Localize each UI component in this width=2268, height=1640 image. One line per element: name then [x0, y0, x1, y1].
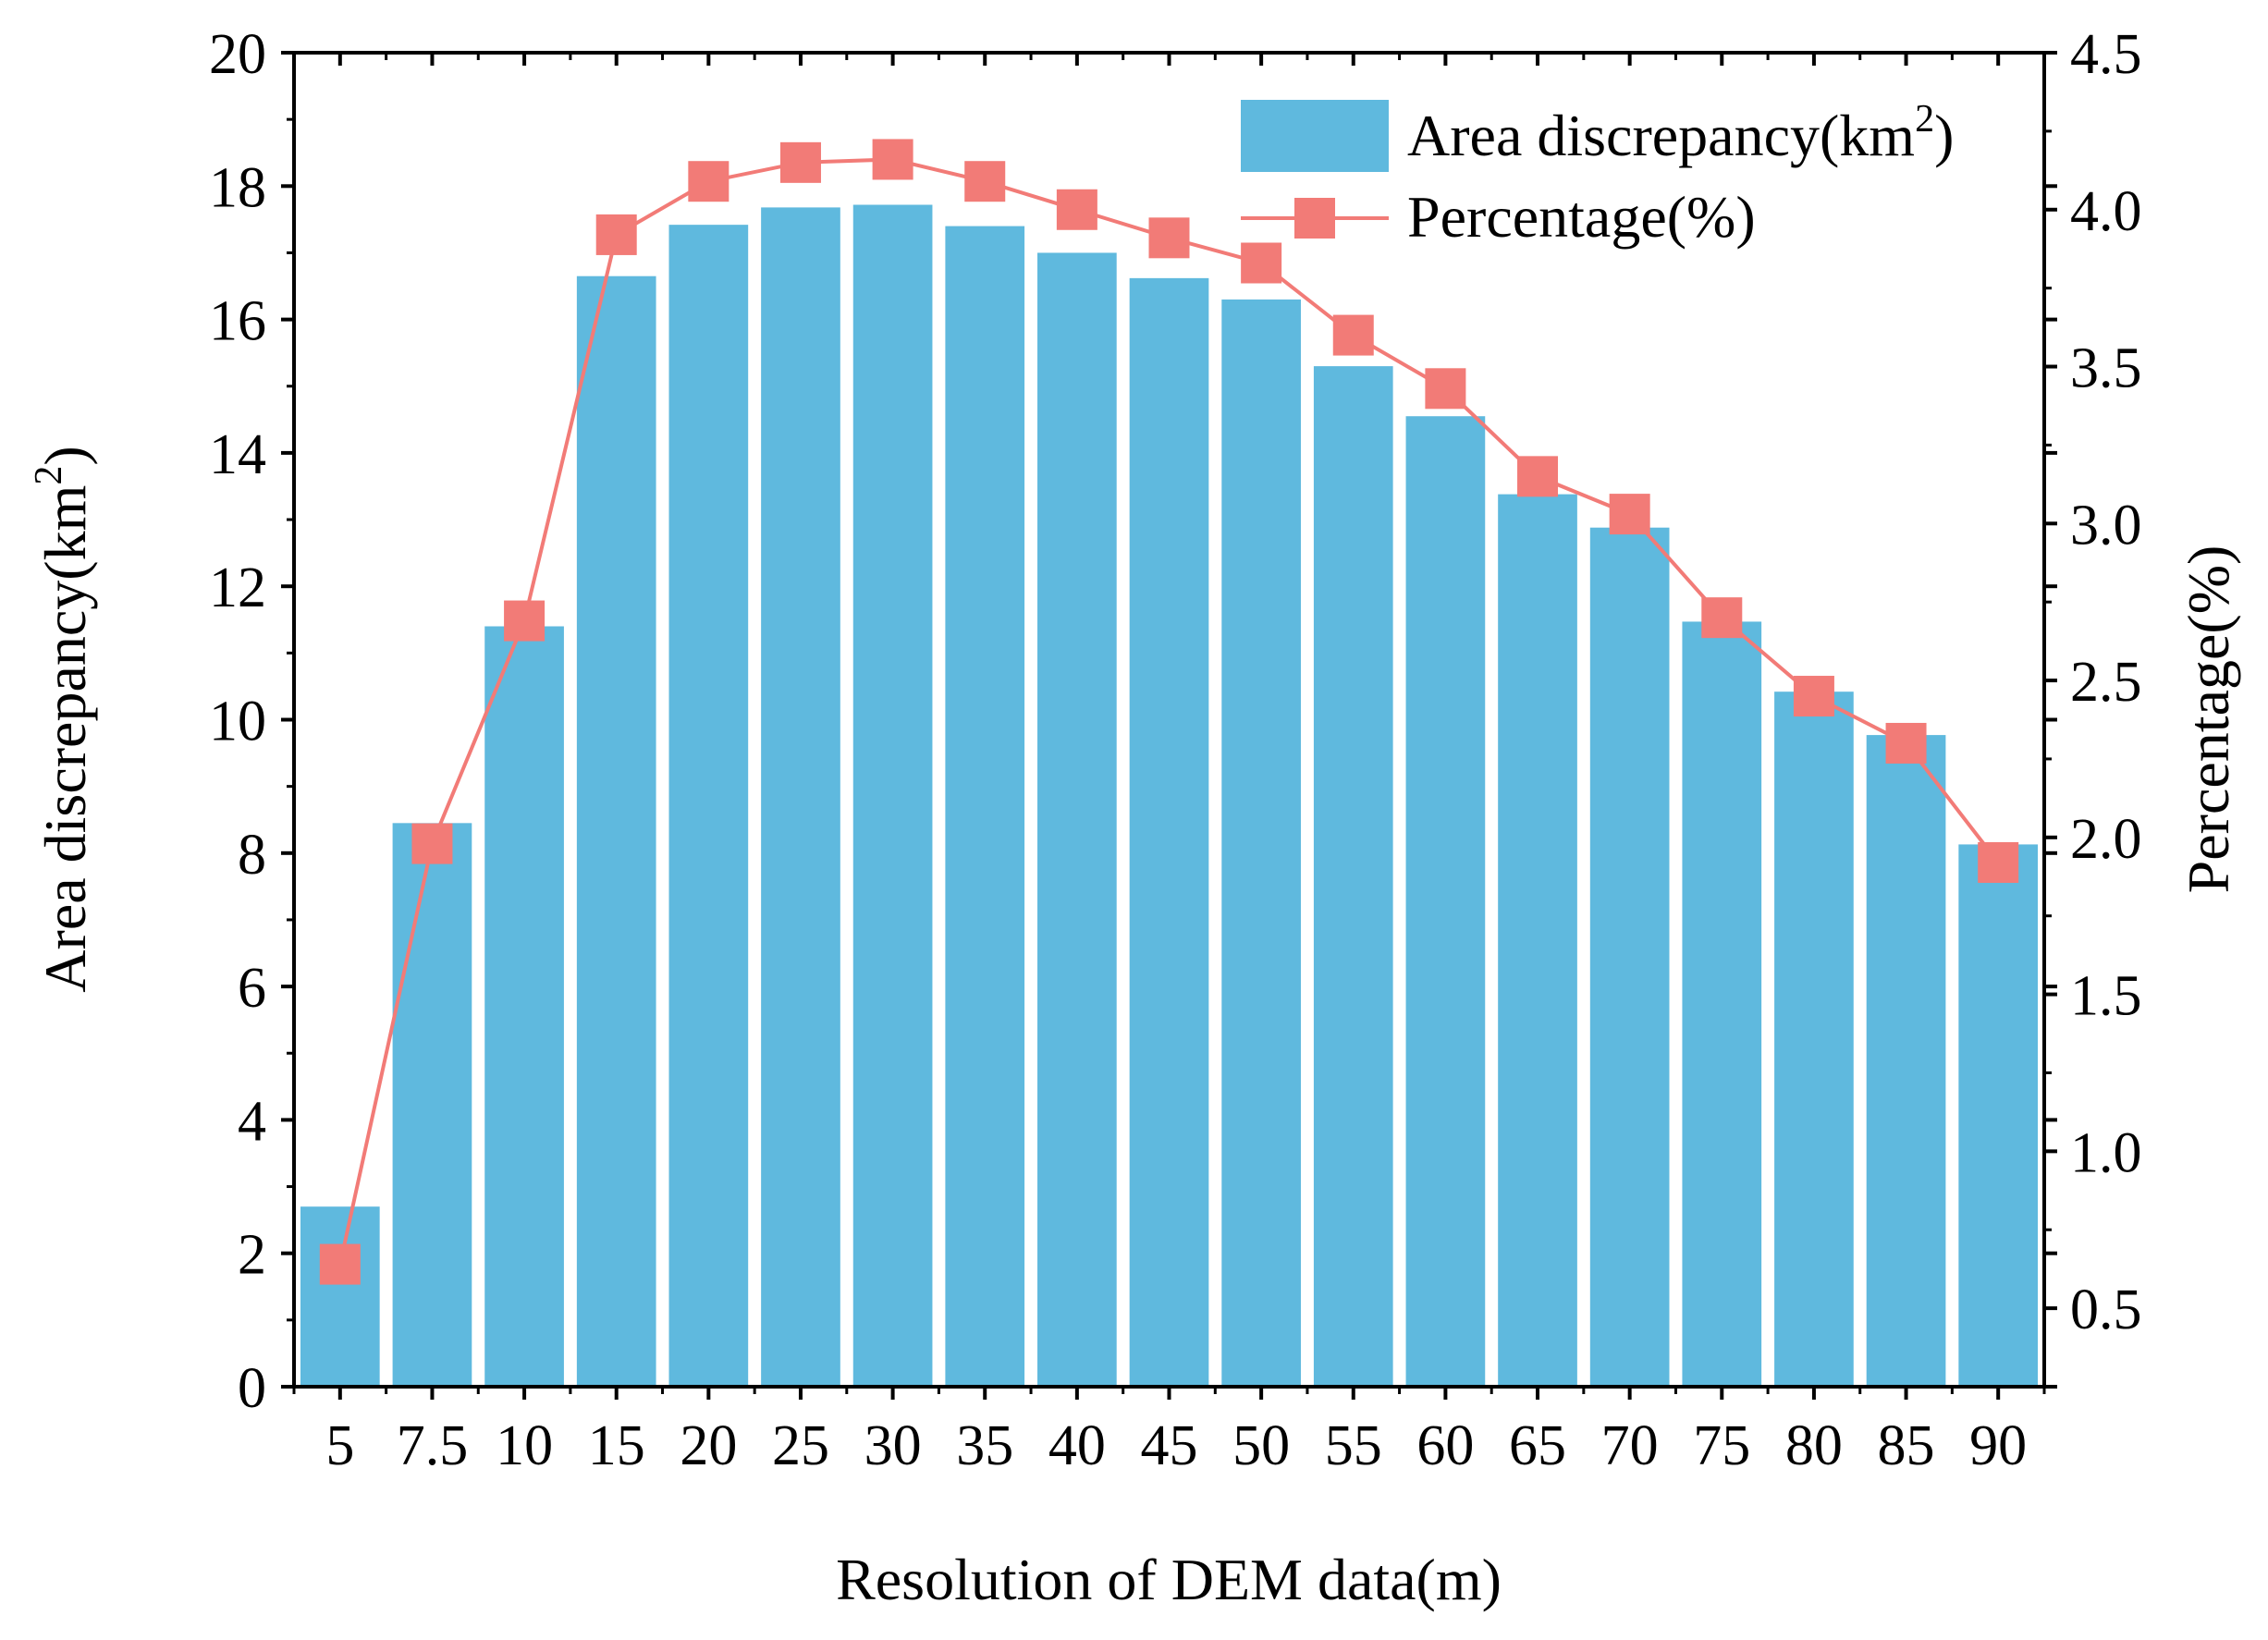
- x-tick-label: 75: [1693, 1414, 1750, 1477]
- left-tick-label: 16: [209, 290, 266, 353]
- percentage-marker-50: [1241, 242, 1282, 284]
- x-tick-label: 35: [956, 1414, 1013, 1477]
- left-axis-title-suffix: ): [32, 446, 98, 465]
- x-axis-ticks: 5 7.5 10 15 20 25 30 35 40 45 50 55 60 65 70 75 80 85 90: [292, 53, 2046, 1477]
- x-tick-label: 7.5: [397, 1414, 469, 1477]
- percentage-marker-15: [595, 214, 637, 255]
- percentage-marker-60: [1425, 368, 1466, 410]
- legend-swatch-area-discrepancy: [1241, 100, 1389, 172]
- bar-80: [1774, 691, 1854, 1387]
- bar-series: [300, 204, 2039, 1388]
- percentage-marker-30: [872, 139, 913, 180]
- bar-55: [1313, 366, 1393, 1388]
- percentage-marker-45: [1148, 217, 1190, 259]
- left-tick-label: 0: [238, 1357, 266, 1420]
- left-tick-label: 18: [209, 156, 266, 219]
- percentage-marker-40: [1056, 189, 1097, 230]
- legend-label-percentage: Percentage(%): [1407, 184, 1756, 250]
- x-tick-label: 60: [1416, 1414, 1474, 1477]
- left-axis-ticks: 0 2 4 6 8 10 12 14 16 18 20: [209, 23, 2057, 1420]
- x-tick-label: 45: [1141, 1414, 1198, 1477]
- line-series: [319, 139, 2019, 1285]
- bar-7.5: [392, 823, 472, 1387]
- bar-50: [1221, 299, 1301, 1388]
- left-tick-label: 12: [209, 557, 266, 619]
- bar-70: [1589, 527, 1670, 1387]
- legend-label-area-suffix: ): [1934, 103, 1954, 168]
- bar-15: [576, 275, 656, 1387]
- x-tick-label: 85: [1878, 1414, 1935, 1477]
- percentage-marker-90: [1978, 841, 2019, 883]
- x-tick-label: 70: [1601, 1414, 1659, 1477]
- x-tick-label: 90: [1969, 1414, 2027, 1477]
- x-tick-label: 20: [680, 1414, 737, 1477]
- left-tick-label: 20: [209, 23, 266, 86]
- bar-10: [484, 626, 564, 1387]
- x-tick-label: 10: [496, 1414, 553, 1477]
- bar-5: [300, 1206, 380, 1387]
- left-tick-label: 10: [209, 691, 266, 753]
- bar-20: [668, 225, 749, 1388]
- bar-30: [852, 204, 933, 1388]
- bar-25: [761, 207, 840, 1388]
- right-tick-label: 0.5: [2070, 1279, 2142, 1341]
- bar-90: [1958, 844, 2039, 1387]
- x-tick-label: 15: [588, 1414, 645, 1477]
- legend-label-area-text: Area discrepancy(km: [1407, 103, 1915, 168]
- left-tick-label: 8: [238, 824, 266, 887]
- x-tick-label: 25: [772, 1414, 829, 1477]
- x-tick-label: 65: [1509, 1414, 1566, 1477]
- left-axis-title-sup: 2: [28, 466, 70, 485]
- bar-35: [945, 226, 1025, 1388]
- legend-label-area-discrepancy: Area discrepancy(km2): [1407, 98, 1954, 168]
- bar-45: [1129, 277, 1209, 1388]
- percentage-marker-70: [1609, 494, 1650, 535]
- bar-60: [1405, 416, 1486, 1387]
- x-tick-label: 55: [1325, 1414, 1382, 1477]
- right-tick-label: 4.5: [2070, 23, 2142, 86]
- right-axis-title: Percentage(%): [2176, 545, 2241, 894]
- right-tick-label: 3.5: [2070, 337, 2142, 400]
- legend-label-area-sup: 2: [1915, 98, 1934, 141]
- left-axis-title-text: Area discrepancy(km: [32, 485, 98, 993]
- right-tick-label: 2.5: [2070, 651, 2142, 714]
- right-tick-label: 1.0: [2070, 1121, 2142, 1184]
- percentage-marker-65: [1517, 456, 1559, 497]
- x-tick-label: 40: [1048, 1414, 1106, 1477]
- percentage-marker-10: [504, 600, 546, 642]
- x-axis-title: Resolution of DEM data(m): [836, 1547, 1502, 1612]
- right-tick-label: 2.0: [2070, 808, 2142, 871]
- right-tick-label: 4.0: [2070, 180, 2142, 243]
- left-tick-label: 6: [238, 957, 266, 1020]
- left-tick-label: 14: [209, 423, 266, 486]
- percentage-marker-35: [964, 161, 1006, 202]
- legend-swatch-percentage-marker: [1294, 198, 1335, 239]
- x-tick-label: 5: [325, 1414, 354, 1477]
- x-tick-label: 50: [1232, 1414, 1290, 1477]
- left-axis-title: Area discrepancy(km2): [28, 446, 98, 992]
- percentage-marker-5: [319, 1243, 361, 1285]
- left-tick-label: 4: [238, 1090, 266, 1153]
- left-tick-label: 2: [238, 1224, 266, 1287]
- bar-85: [1866, 735, 1946, 1387]
- right-tick-label: 1.5: [2070, 965, 2142, 1028]
- bar-40: [1037, 252, 1117, 1388]
- percentage-marker-80: [1793, 676, 1834, 717]
- percentage-marker-7.5: [411, 823, 453, 864]
- percentage-marker-55: [1332, 314, 1374, 356]
- right-axis-ticks: 0.5 1.0 1.5 2.0 2.5 3.0 3.5 4.0 4.5: [2044, 23, 2142, 1389]
- bar-75: [1682, 621, 1762, 1387]
- right-tick-label: 3.0: [2070, 494, 2142, 557]
- bar-65: [1498, 494, 1577, 1387]
- legend: Area discrepancy(km2) Percentage(%): [1241, 98, 1954, 250]
- percentage-marker-85: [1885, 722, 1927, 764]
- percentage-marker-75: [1701, 597, 1743, 639]
- x-tick-label: 80: [1785, 1414, 1843, 1477]
- percentage-marker-25: [779, 141, 821, 183]
- x-tick-label: 30: [864, 1414, 922, 1477]
- percentage-marker-20: [688, 161, 729, 202]
